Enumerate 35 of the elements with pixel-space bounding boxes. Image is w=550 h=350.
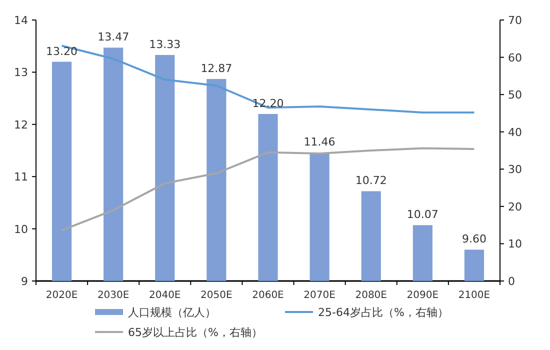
legend-label: 25-64岁占比（%，右轴） [318,306,448,319]
data-label: 11.46 [304,136,336,149]
legend-label: 65岁以上占比（%，右轴） [128,326,262,339]
y-tick-label: 14 [14,14,28,27]
x-tick-label: 2080E [355,290,387,301]
data-label: 13.47 [98,30,130,44]
x-tick-label: 2050E [200,290,232,301]
y2-tick-label: 0 [508,275,515,288]
x-tick-label: 2070E [304,290,336,301]
data-label: 13.20 [46,44,78,58]
y-tick-label: 12 [14,118,28,132]
x-tick-label: 2020E [46,290,78,301]
line-series [60,147,476,232]
data-label: 10.07 [406,208,438,222]
y-tick-label: 11 [14,170,28,184]
x-tick-label: 2100E [458,290,490,301]
y2-tick-label: 70 [508,14,522,27]
data-label: 10.72 [355,174,387,188]
data-label: 9.60 [462,232,486,246]
x-tick-label: 2030E [97,290,130,301]
y-tick-label: 10 [14,222,28,236]
y2-tick-label: 20 [508,200,522,214]
y2-tick-label: 60 [508,51,522,64]
y2-tick-label: 40 [508,126,522,139]
legend-label: 人口规模（亿人） [128,306,216,319]
data-label: 13.33 [149,38,181,51]
y2-tick-label: 10 [508,238,522,251]
y-tick-label: 13 [14,66,28,80]
y2-tick-label: 30 [508,163,522,176]
y2-tick-label: 50 [508,88,522,102]
x-tick-label: 2060E [252,290,284,301]
x-tick-label: 2040E [149,290,181,301]
data-label: 12.87 [200,62,232,75]
y-tick-label: 9 [21,275,28,288]
x-tick-label: 2090E [406,290,439,301]
